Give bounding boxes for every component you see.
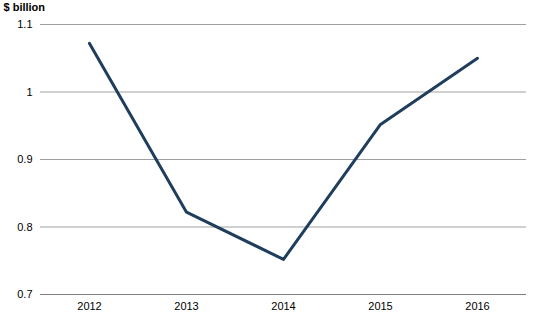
svg-text:$ billion: $ billion	[4, 1, 46, 13]
svg-text:2015: 2015	[368, 300, 392, 312]
svg-text:2013: 2013	[174, 300, 198, 312]
svg-text:2014: 2014	[271, 300, 295, 312]
svg-text:1.1: 1.1	[17, 18, 32, 30]
svg-text:2012: 2012	[77, 300, 101, 312]
svg-text:2016: 2016	[465, 300, 489, 312]
svg-text:0.8: 0.8	[17, 221, 32, 233]
svg-text:0.9: 0.9	[17, 153, 32, 165]
svg-text:0.7: 0.7	[17, 288, 32, 300]
svg-text:1: 1	[26, 86, 32, 98]
